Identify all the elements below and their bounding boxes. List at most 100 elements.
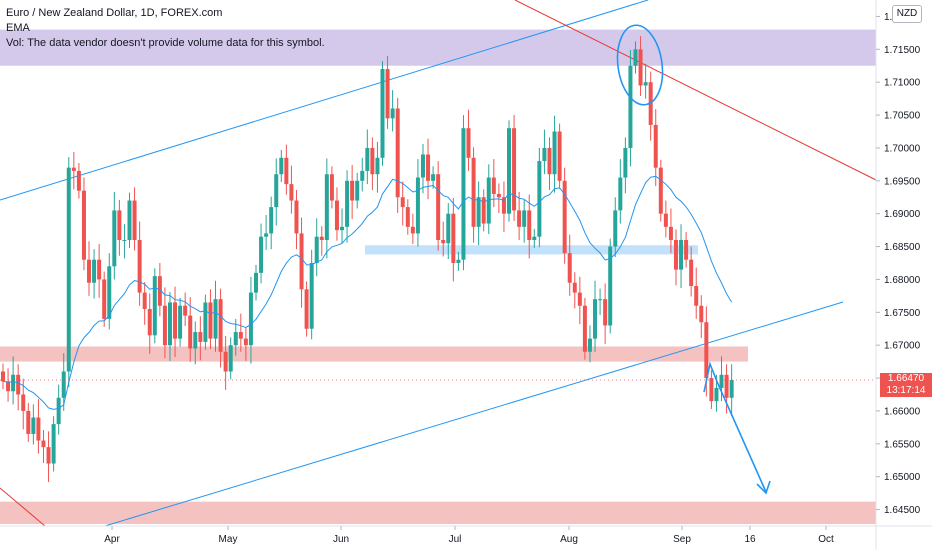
candle[interactable] [173,302,178,339]
candle[interactable] [66,167,71,372]
candle[interactable] [36,417,41,441]
projection-arrow[interactable] [703,361,767,493]
candle[interactable] [294,200,299,234]
ema-indicator-label[interactable]: EMA [6,22,30,34]
resistance-zone[interactable] [0,29,876,66]
candle[interactable] [380,69,385,158]
candle[interactable] [577,292,582,306]
candle[interactable] [501,197,506,214]
candle[interactable] [243,338,248,346]
candle[interactable] [329,174,334,201]
candle[interactable] [426,154,431,181]
candle[interactable] [395,108,400,198]
candle[interactable] [375,157,380,175]
candle[interactable] [162,305,167,346]
candle[interactable] [724,374,729,398]
candle[interactable] [557,131,562,181]
candle[interactable] [476,197,481,227]
candle[interactable] [157,276,162,306]
candle[interactable] [365,147,370,171]
candle[interactable] [684,239,689,260]
candle[interactable] [254,272,258,293]
candle[interactable] [532,236,537,240]
candle[interactable] [405,207,410,227]
candle[interactable] [178,305,183,339]
candle[interactable] [203,302,208,342]
candle[interactable] [587,338,592,352]
candle[interactable] [259,236,264,273]
candle[interactable] [51,424,56,464]
candle[interactable] [112,210,117,267]
candle[interactable] [694,286,699,306]
candle[interactable] [658,167,663,214]
ema-line[interactable] [2,175,733,410]
candle[interactable] [355,180,360,201]
candle[interactable] [248,292,253,346]
candle[interactable] [360,170,365,181]
candle[interactable] [132,200,137,240]
candle[interactable] [76,170,81,191]
candle[interactable] [193,332,198,349]
candle[interactable] [668,226,673,240]
candle[interactable] [598,299,603,301]
candle[interactable] [709,378,714,402]
candle[interactable] [613,210,618,247]
candle[interactable] [481,197,486,224]
support-zone[interactable] [0,346,748,362]
candle[interactable] [431,174,436,181]
candle[interactable] [147,309,152,336]
candle[interactable] [370,147,375,175]
candle[interactable] [1,371,5,382]
projection-arrowhead[interactable] [756,480,771,495]
upper-channel-line[interactable] [0,0,649,201]
candle[interactable] [238,332,243,339]
candle[interactable] [699,305,704,323]
candle[interactable] [714,387,719,402]
candle[interactable] [137,239,142,293]
candle[interactable] [663,213,668,227]
candle[interactable] [527,210,532,240]
candle[interactable] [385,69,390,119]
candle[interactable] [623,147,628,178]
candle[interactable] [183,305,188,316]
candle[interactable] [673,239,678,270]
candle[interactable] [729,380,734,398]
candle[interactable] [547,147,552,175]
candle[interactable] [643,82,648,86]
currency-selector[interactable]: NZD [892,5,922,23]
candle[interactable] [719,374,724,388]
candle[interactable] [107,266,112,319]
candle[interactable] [340,226,345,231]
candle[interactable] [552,131,557,175]
candle[interactable] [269,207,274,234]
candle[interactable] [324,174,329,240]
lower-channel-line[interactable] [104,301,844,527]
candle[interactable] [456,259,461,263]
candle[interactable] [223,351,228,372]
candle[interactable] [213,299,218,339]
candle[interactable] [117,210,122,240]
candle[interactable] [167,302,172,346]
candle[interactable] [61,371,66,398]
candle[interactable] [653,124,658,168]
downtrend-line-lower[interactable] [0,487,46,527]
candle[interactable] [562,180,567,254]
candle[interactable] [81,190,86,260]
candle[interactable] [142,292,147,310]
candle[interactable] [198,332,203,342]
candle[interactable] [16,374,21,395]
candle[interactable] [334,200,339,231]
candle[interactable] [446,213,451,244]
candle[interactable] [264,233,269,237]
candle[interactable] [512,128,517,211]
candle[interactable] [390,108,395,119]
candle[interactable] [491,177,496,194]
candle[interactable] [284,157,289,185]
candle[interactable] [542,147,547,162]
candle[interactable] [461,128,466,260]
candle[interactable] [21,394,26,411]
candle[interactable] [152,276,157,336]
candle[interactable] [704,322,709,379]
candle[interactable] [233,332,238,346]
